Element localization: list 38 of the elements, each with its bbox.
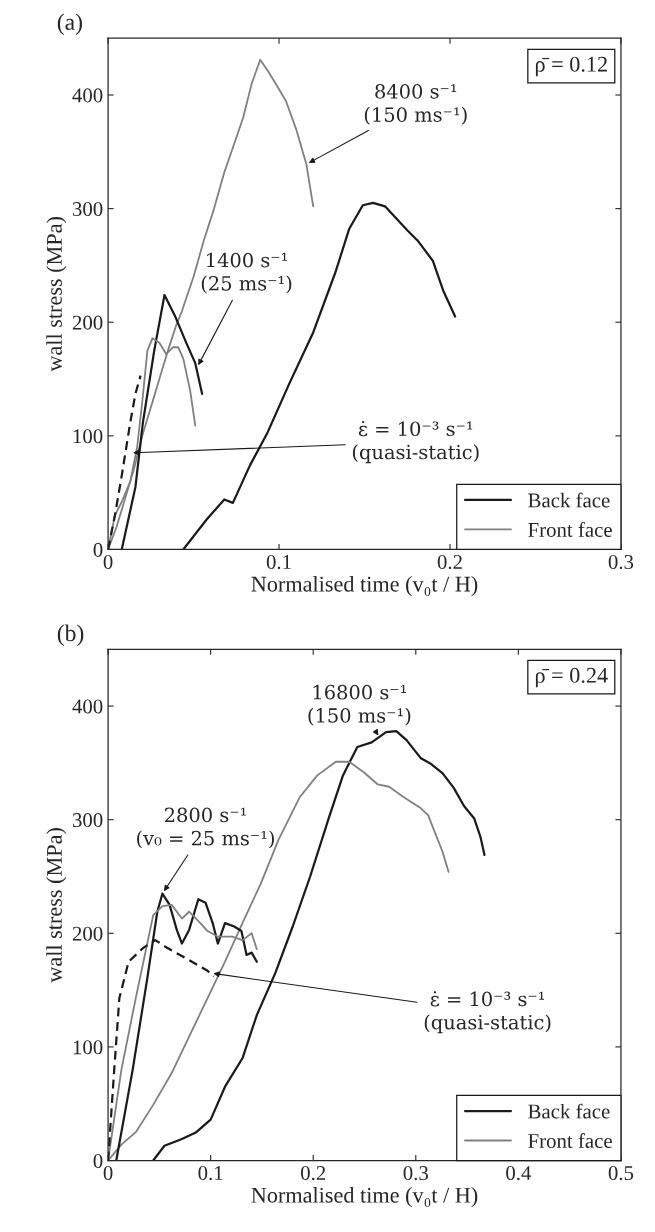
- x-tick-label: 0.5: [608, 1166, 634, 1181]
- y-tick-label: 0: [93, 542, 103, 557]
- y-tick-label: 200: [72, 926, 103, 941]
- y-tick-label: 0: [93, 1153, 103, 1168]
- y-tick-label: 100: [73, 429, 103, 444]
- legend-label: Front face: [528, 522, 612, 537]
- annotation: ε̇ = 10⁻³ s⁻¹ (quasi-static): [424, 991, 551, 1034]
- annotation: ρ̄ = 0.12: [535, 56, 607, 77]
- y-tick-label: 100: [73, 1040, 103, 1055]
- y-tick-label: 400: [72, 699, 103, 714]
- x-tick-label: 0.2: [437, 554, 462, 570]
- x-tick-label: 0.3: [608, 554, 634, 570]
- x-tick-label: 0.1: [266, 554, 291, 570]
- annotation: ε̇ = 10⁻³ s⁻¹ (quasi-static): [352, 420, 479, 464]
- y-tick-label: 200: [72, 315, 103, 330]
- annotation: ρ̄ = 0.24: [535, 667, 608, 688]
- x-tick-label: 0.4: [506, 1166, 532, 1181]
- annotation: 16800 s⁻¹ (150 ms⁻¹): [308, 684, 411, 726]
- x-tick-label: 0.3: [403, 1166, 428, 1181]
- y-axis-title: wall stress (MPa): [46, 217, 67, 372]
- y-axis-title: wall stress (MPa): [46, 828, 67, 983]
- annotation: 2800 s⁻¹ (v₀ = 25 ms⁻¹): [137, 807, 274, 849]
- x-axis-title: Normalised time (v₀t / H): [251, 576, 478, 597]
- y-tick-label: 300: [72, 813, 103, 828]
- y-tick-label: 400: [72, 88, 103, 103]
- x-tick-label: 0.1: [198, 1166, 223, 1181]
- annotation: 8400 s⁻¹ (150 ms⁻¹): [364, 83, 467, 125]
- legend-label: Front face: [528, 1133, 612, 1148]
- legend-label: Back face: [528, 492, 610, 508]
- y-tick-label: 300: [72, 201, 103, 217]
- legend-label: Back face: [528, 1103, 610, 1119]
- x-tick-label: 0: [103, 1166, 113, 1181]
- chart-title: (a): [57, 13, 82, 35]
- x-axis-title: Normalised time (v₀t / H): [251, 1187, 478, 1208]
- annotation: 1400 s⁻¹ (25 ms⁻¹): [201, 252, 292, 294]
- x-tick-label: 0.2: [300, 1166, 326, 1181]
- chart-title: (b): [57, 624, 84, 646]
- x-tick-label: 0: [103, 554, 113, 569]
